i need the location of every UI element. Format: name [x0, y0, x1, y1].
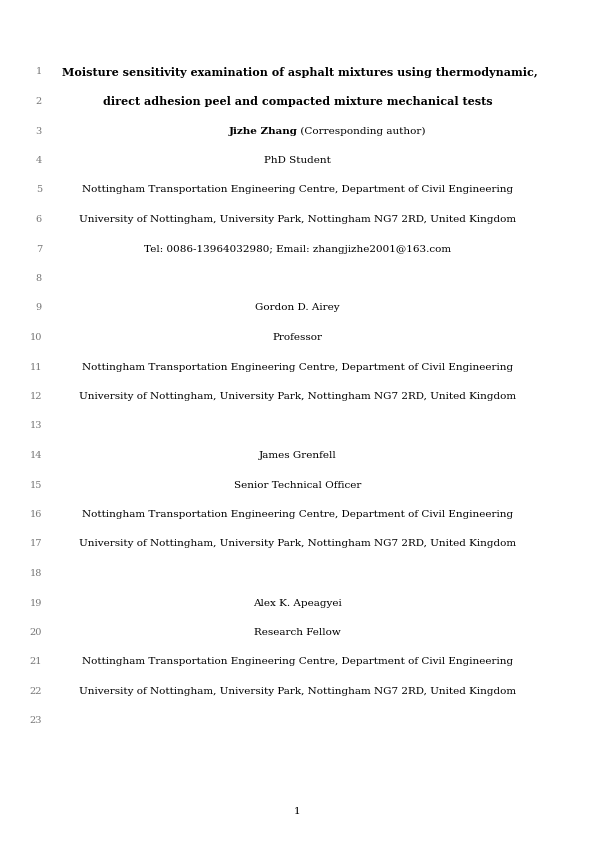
Text: 11: 11	[30, 363, 42, 371]
Text: Tel: 0086-13964032980; Email: zhangjizhe2001@163.com: Tel: 0086-13964032980; Email: zhangjizhe…	[144, 244, 451, 253]
Text: 23: 23	[30, 717, 42, 726]
Text: 15: 15	[30, 481, 42, 489]
Text: PhD Student: PhD Student	[264, 156, 331, 165]
Text: 9: 9	[36, 303, 42, 312]
Text: 6: 6	[36, 215, 42, 224]
Text: Senior Technical Officer: Senior Technical Officer	[234, 481, 361, 489]
Text: 10: 10	[30, 333, 42, 342]
Text: James Grenfell: James Grenfell	[259, 451, 336, 460]
Text: 22: 22	[30, 687, 42, 696]
Text: Nottingham Transportation Engineering Centre, Department of Civil Engineering: Nottingham Transportation Engineering Ce…	[82, 363, 513, 371]
Text: 1: 1	[36, 67, 42, 77]
Text: 20: 20	[30, 628, 42, 637]
Text: 13: 13	[30, 422, 42, 430]
Text: 18: 18	[30, 569, 42, 578]
Text: direct adhesion peel and compacted mixture mechanical tests: direct adhesion peel and compacted mixtu…	[103, 96, 492, 107]
Text: 8: 8	[36, 274, 42, 283]
Text: Moisture sensitivity examination of asphalt mixtures using thermodynamic,: Moisture sensitivity examination of asph…	[62, 67, 538, 77]
Text: 17: 17	[30, 540, 42, 548]
Text: Research Fellow: Research Fellow	[254, 628, 341, 637]
Text: University of Nottingham, University Park, Nottingham NG7 2RD, United Kingdom: University of Nottingham, University Par…	[79, 540, 516, 548]
Text: Nottingham Transportation Engineering Centre, Department of Civil Engineering: Nottingham Transportation Engineering Ce…	[82, 510, 513, 519]
Text: Nottingham Transportation Engineering Centre, Department of Civil Engineering: Nottingham Transportation Engineering Ce…	[82, 658, 513, 667]
Text: University of Nottingham, University Park, Nottingham NG7 2RD, United Kingdom: University of Nottingham, University Par…	[79, 215, 516, 224]
Text: 1: 1	[294, 807, 301, 817]
Text: 19: 19	[30, 599, 42, 607]
Text: 3: 3	[36, 126, 42, 136]
Text: Jizhe Zhang: Jizhe Zhang	[228, 126, 298, 136]
Text: University of Nottingham, University Park, Nottingham NG7 2RD, United Kingdom: University of Nottingham, University Par…	[79, 687, 516, 696]
Text: (Corresponding author): (Corresponding author)	[298, 126, 426, 136]
Text: 12: 12	[30, 392, 42, 401]
Text: University of Nottingham, University Park, Nottingham NG7 2RD, United Kingdom: University of Nottingham, University Par…	[79, 392, 516, 401]
Text: 21: 21	[30, 658, 42, 667]
Text: Alex K. Apeagyei: Alex K. Apeagyei	[253, 599, 342, 607]
Text: 16: 16	[30, 510, 42, 519]
Text: 7: 7	[36, 244, 42, 253]
Text: 4: 4	[36, 156, 42, 165]
Text: 5: 5	[36, 185, 42, 195]
Text: Nottingham Transportation Engineering Centre, Department of Civil Engineering: Nottingham Transportation Engineering Ce…	[82, 185, 513, 195]
Text: Professor: Professor	[273, 333, 322, 342]
Text: Gordon D. Airey: Gordon D. Airey	[255, 303, 340, 312]
Text: 14: 14	[30, 451, 42, 460]
Text: 2: 2	[36, 97, 42, 106]
